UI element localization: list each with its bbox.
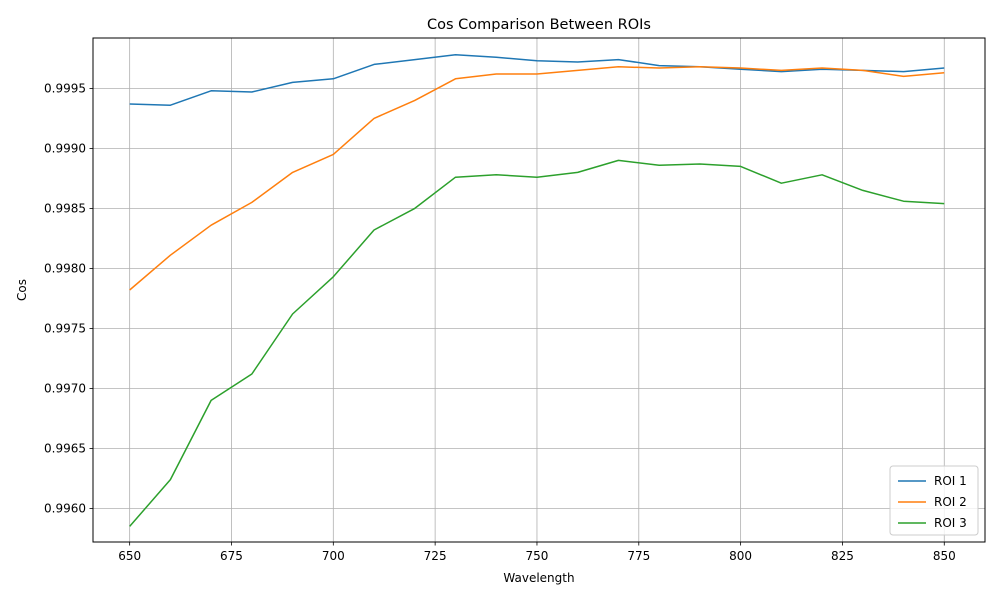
legend-label-roi-1: ROI 1 [934,474,967,488]
y-tick-label: 0.9965 [44,441,86,455]
y-tick-label: 0.9980 [44,261,86,275]
series-lines [129,54,945,527]
legend-label-roi-3: ROI 3 [934,516,967,530]
y-tick-label: 0.9990 [44,141,86,155]
y-axis-label: Cos [15,279,29,301]
series-line-roi-2 [129,66,945,291]
x-tick-label: 675 [220,549,243,563]
chart-title: Cos Comparison Between ROIs [427,17,651,33]
x-tick-label: 700 [322,549,345,563]
x-tick-label: 750 [526,549,549,563]
y-tick-label: 0.9995 [44,81,86,95]
x-axis: 650 675 700 725 750 775 800 825 850 [118,542,956,563]
x-tick-label: 825 [831,549,854,563]
x-tick-label: 850 [933,549,956,563]
series-line-roi-3 [129,159,945,527]
y-axis: 0.9960 0.9965 0.9970 0.9975 0.9980 0.9985 0.99… [44,81,93,515]
x-tick-label: 650 [118,549,141,563]
x-tick-label: 800 [729,549,752,563]
y-tick-label: 0.9960 [44,501,86,515]
y-tick-label: 0.9970 [44,381,86,395]
x-axis-label: Wavelength [503,571,574,585]
legend-box [889,465,979,536]
plot-frame [92,37,986,543]
x-tick-label: 725 [424,549,447,563]
grid [93,38,985,542]
y-tick-label: 0.9975 [44,321,86,335]
legend: ROI 1 ROI 2 ROI 3 [889,465,979,536]
x-tick-label: 775 [627,549,650,563]
series-line-roi-1 [129,54,945,106]
legend-label-roi-2: ROI 2 [934,495,967,509]
y-tick-label: 0.9985 [44,201,86,215]
